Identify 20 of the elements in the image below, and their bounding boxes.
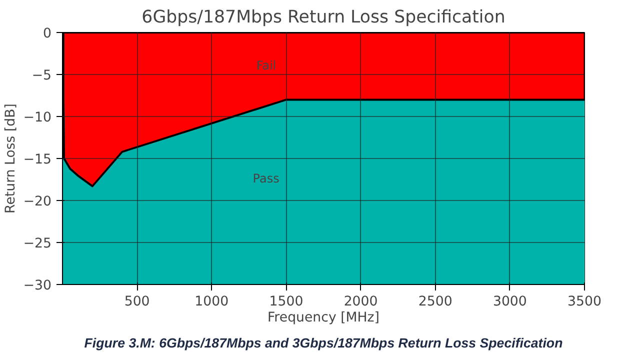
y-tick-label: −20	[23, 194, 52, 210]
chart-title: 6Gbps/187Mbps Return Loss Specification	[142, 8, 506, 28]
y-tick-label: −30	[23, 278, 52, 294]
y-tick-label: −15	[23, 152, 52, 168]
x-tick-label: 1000	[194, 294, 229, 310]
y-tick-label: −5	[32, 68, 52, 84]
x-tick-label: 500	[124, 294, 150, 310]
x-tick-label: 2000	[344, 294, 378, 310]
y-tick-label: −10	[23, 110, 52, 126]
annotation: Pass	[252, 172, 280, 186]
y-axis-title: Return Loss [dB]	[3, 104, 18, 214]
x-tick-label: 3000	[492, 294, 527, 310]
x-tick-label: 1500	[269, 294, 304, 310]
x-tick-label: 3500	[568, 294, 602, 310]
x-tick-label: 2500	[418, 294, 452, 310]
x-axis-title: Frequency [MHz]	[267, 310, 380, 326]
y-tick-label: −25	[23, 236, 52, 252]
caption: Figure 3.M: 6Gbps/187Mbps and 3Gbps/187Mbps Return Loss Specification	[84, 336, 563, 350]
annotation: Fail	[256, 58, 276, 72]
y-tick-label: 0	[43, 26, 52, 42]
